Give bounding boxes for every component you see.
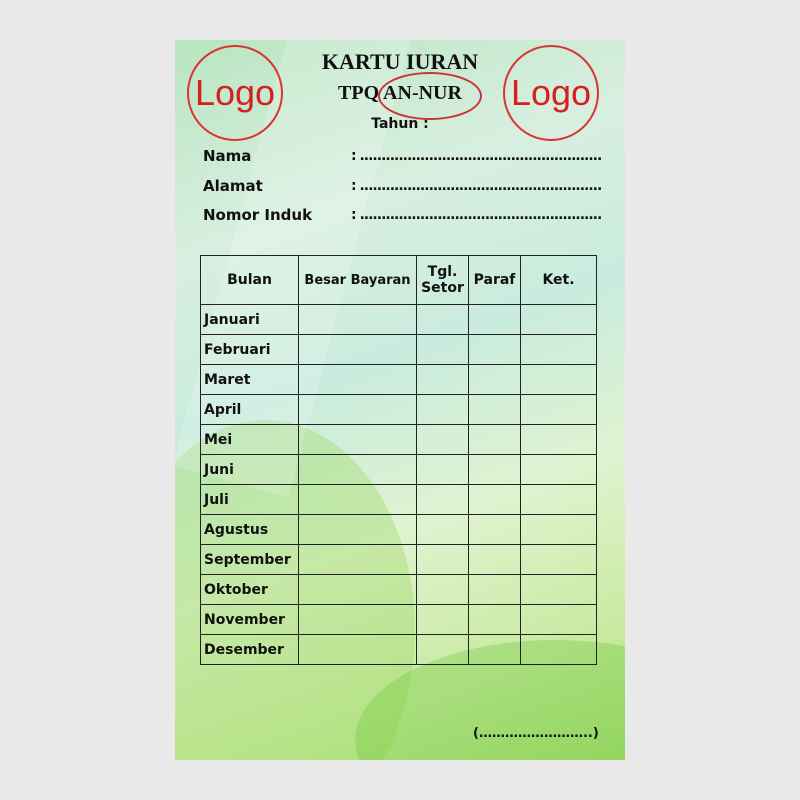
header-tgl-setor: Tgl. Setor	[416, 255, 469, 305]
table-row: Agustus	[200, 514, 597, 545]
month-cell: Desember	[200, 634, 299, 665]
entry-cell[interactable]	[416, 634, 469, 665]
table-row: Maret	[200, 364, 597, 395]
entry-cell[interactable]	[416, 364, 469, 395]
table-row: Januari	[200, 304, 597, 335]
entry-cell[interactable]	[416, 514, 469, 545]
field-value-nama: : ......................................…	[351, 148, 602, 164]
entry-cell[interactable]	[468, 514, 521, 545]
entry-cell[interactable]	[468, 574, 521, 605]
entry-cell[interactable]	[298, 574, 417, 605]
entry-cell[interactable]	[468, 304, 521, 335]
month-cell: Juli	[200, 484, 299, 515]
month-cell: April	[200, 394, 299, 425]
entry-cell[interactable]	[520, 544, 597, 575]
entry-cell[interactable]	[416, 604, 469, 635]
header-ket: Ket.	[520, 255, 597, 305]
entry-cell[interactable]	[416, 574, 469, 605]
table-row: Oktober	[200, 574, 597, 605]
month-cell: Agustus	[200, 514, 299, 545]
header-paraf: Paraf	[468, 255, 521, 305]
entry-cell[interactable]	[520, 634, 597, 665]
dues-card: Logo Logo KARTU IURAN TPQ AN-NUR Tahun :…	[175, 40, 625, 760]
entry-cell[interactable]	[416, 544, 469, 575]
field-label-nomor-induk: Nomor Induk	[203, 206, 313, 224]
entry-cell[interactable]	[298, 394, 417, 425]
table-row: September	[200, 544, 597, 575]
entry-cell[interactable]	[416, 304, 469, 335]
entry-cell[interactable]	[468, 604, 521, 635]
field-value-nomor-induk: : ......................................…	[351, 207, 602, 223]
signature-line: (……………………..)	[473, 726, 599, 741]
entry-cell[interactable]	[298, 454, 417, 485]
card-title: KARTU IURAN	[321, 49, 479, 74]
entry-cell[interactable]	[520, 394, 597, 425]
entry-cell[interactable]	[416, 424, 469, 455]
logo-left: Logo	[187, 45, 283, 141]
entry-cell[interactable]	[298, 604, 417, 635]
entry-cell[interactable]	[520, 304, 597, 335]
month-cell: Februari	[200, 334, 299, 365]
entry-cell[interactable]	[298, 514, 417, 545]
month-cell: Mei	[200, 424, 299, 455]
field-value-alamat: : ......................................…	[351, 178, 602, 194]
entry-cell[interactable]	[298, 484, 417, 515]
logo-right: Logo	[503, 45, 599, 141]
entry-cell[interactable]	[520, 334, 597, 365]
table-row: Desember	[200, 634, 597, 665]
entry-cell[interactable]	[468, 634, 521, 665]
month-cell: Juni	[200, 454, 299, 485]
entry-cell[interactable]	[520, 514, 597, 545]
entry-cell[interactable]	[416, 484, 469, 515]
payment-table: Bulan Besar Bayaran Tgl. Setor Paraf Ket…	[200, 255, 597, 665]
entry-cell[interactable]	[298, 334, 417, 365]
entry-cell[interactable]	[468, 364, 521, 395]
entry-cell[interactable]	[298, 424, 417, 455]
entry-cell[interactable]	[416, 334, 469, 365]
entry-cell[interactable]	[468, 544, 521, 575]
table-row: Juli	[200, 484, 597, 515]
entry-cell[interactable]	[298, 544, 417, 575]
month-cell: November	[200, 604, 299, 635]
entry-cell[interactable]	[468, 484, 521, 515]
header-besar-bayaran: Besar Bayaran	[298, 255, 417, 305]
entry-cell[interactable]	[468, 334, 521, 365]
table-row: April	[200, 394, 597, 425]
month-cell: Oktober	[200, 574, 299, 605]
entry-cell[interactable]	[520, 454, 597, 485]
table-row: November	[200, 604, 597, 635]
entry-cell[interactable]	[298, 634, 417, 665]
subtitle-circle-mark	[378, 72, 482, 120]
entry-cell[interactable]	[520, 424, 597, 455]
year-label: Tahun :	[371, 116, 429, 132]
month-cell: Januari	[200, 304, 299, 335]
field-label-nama: Nama	[203, 147, 252, 165]
entry-cell[interactable]	[298, 304, 417, 335]
entry-cell[interactable]	[520, 484, 597, 515]
entry-cell[interactable]	[298, 364, 417, 395]
table-row: Februari	[200, 334, 597, 365]
entry-cell[interactable]	[468, 394, 521, 425]
entry-cell[interactable]	[416, 454, 469, 485]
entry-cell[interactable]	[416, 394, 469, 425]
entry-cell[interactable]	[468, 424, 521, 455]
entry-cell[interactable]	[520, 604, 597, 635]
field-label-alamat: Alamat	[203, 177, 263, 195]
header-bulan: Bulan	[200, 255, 299, 305]
entry-cell[interactable]	[468, 454, 521, 485]
entry-cell[interactable]	[520, 364, 597, 395]
table-row: Juni	[200, 454, 597, 485]
month-cell: Maret	[200, 364, 299, 395]
table-row: Mei	[200, 424, 597, 455]
entry-cell[interactable]	[520, 574, 597, 605]
month-cell: September	[200, 544, 299, 575]
